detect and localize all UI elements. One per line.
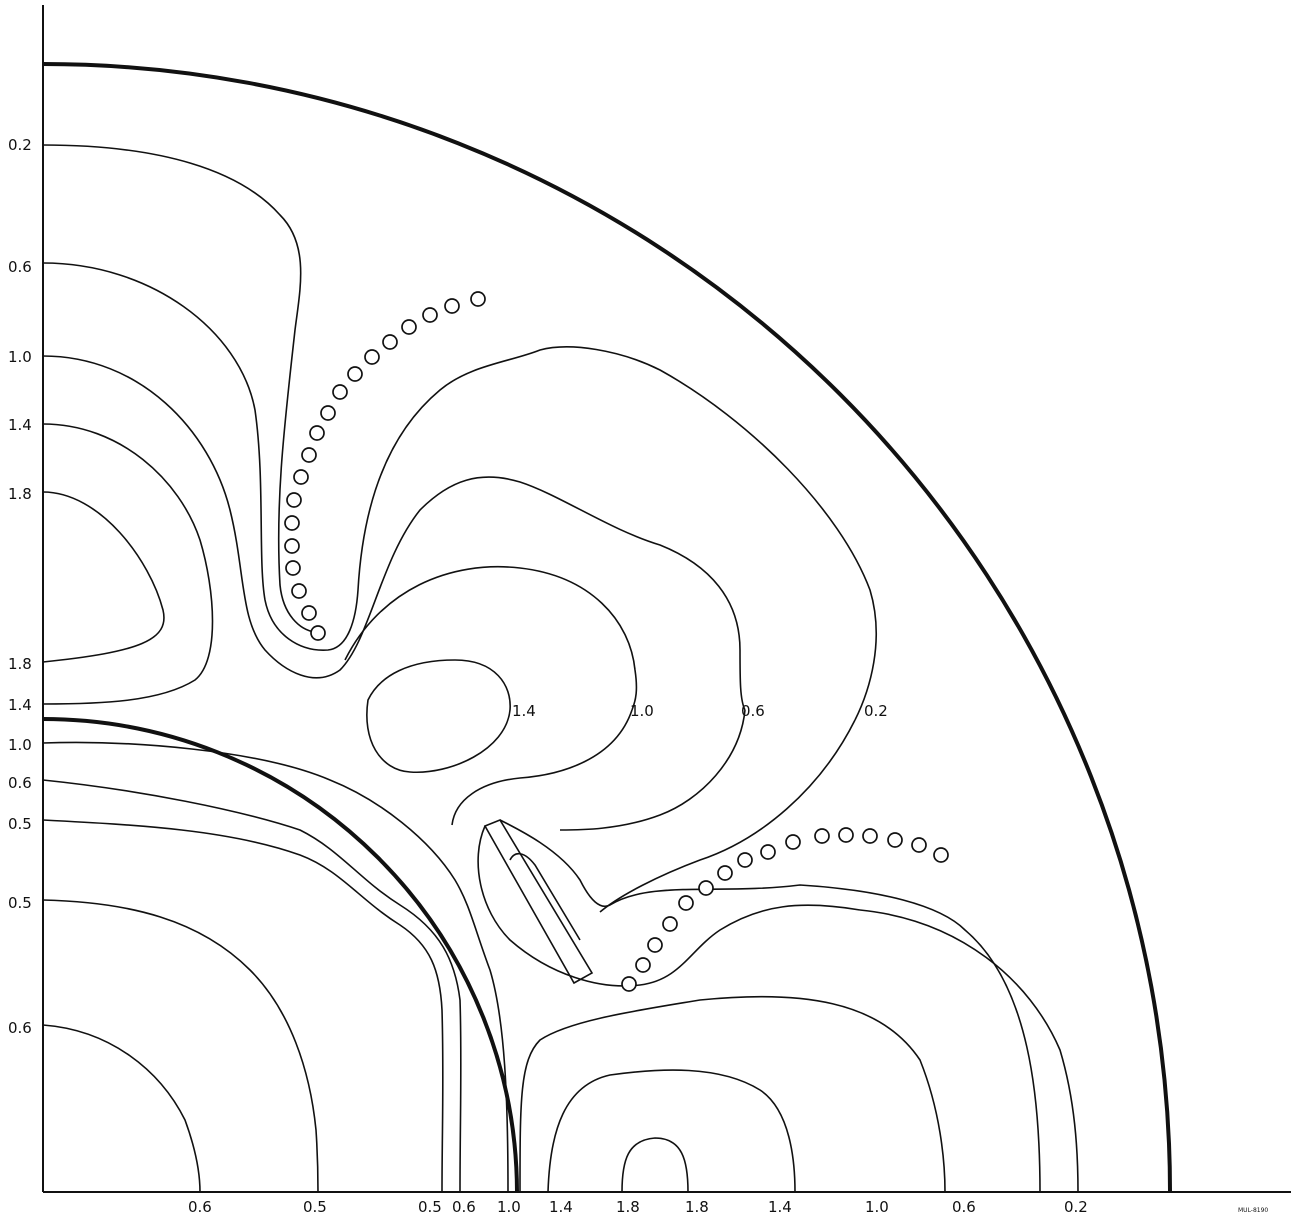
contour-0.6-bottom <box>859 909 1079 1193</box>
left-label: 1.0 <box>8 348 32 366</box>
plate <box>483 819 594 985</box>
left-label: 1.0 <box>8 736 32 754</box>
bottom-label: 0.5 <box>303 1198 327 1216</box>
contour-1.4-island <box>366 659 511 773</box>
contour-1.0-bottom <box>519 995 946 1193</box>
contour-plate-loop <box>477 825 861 987</box>
left-label: 1.8 <box>8 485 32 503</box>
contour-1.8-bottom <box>621 1137 689 1193</box>
inline-label: 1.4 <box>512 702 536 720</box>
bottom-label: 0.6 <box>952 1198 976 1216</box>
bottom-label: 1.4 <box>768 1198 792 1216</box>
contour-0.6-lower-corner <box>42 1024 201 1193</box>
inline-label: 0.6 <box>741 702 765 720</box>
contour-1.0-lower <box>42 741 509 1193</box>
left-label: 1.8 <box>8 655 32 673</box>
contour-0.2-middle <box>599 719 856 913</box>
contour-1.0-upper <box>42 355 746 711</box>
inline-contour-labels: 1.4 1.0 0.6 0.2 <box>512 702 888 720</box>
bottom-label: 1.0 <box>865 1198 889 1216</box>
corner-code: MUL-8190 <box>1238 1207 1268 1214</box>
contour-1.4-bottom <box>547 1069 796 1193</box>
left-label: 0.6 <box>8 1019 32 1037</box>
contour-1.4-inner-arc <box>344 566 638 711</box>
outer-boundary-arc <box>42 62 1173 1193</box>
left-label: 0.5 <box>8 815 32 833</box>
bottom-label: 0.5 <box>418 1198 442 1216</box>
contour-0.6-middle <box>559 709 746 831</box>
contour-0.5-lower-a <box>42 819 444 1193</box>
upper-circle-markers <box>284 291 486 641</box>
contour-0.2-upper <box>42 144 316 633</box>
bottom-label: 1.0 <box>497 1198 521 1216</box>
bottom-label: 1.8 <box>685 1198 709 1216</box>
contour-1.4-upper <box>42 423 214 705</box>
left-label: 0.2 <box>8 136 32 154</box>
left-label: 0.5 <box>8 894 32 912</box>
inline-label: 0.2 <box>864 702 888 720</box>
bottom-label: 0.2 <box>1064 1198 1088 1216</box>
plate-inner-contour <box>509 852 581 941</box>
bottom-label: 0.6 <box>452 1198 476 1216</box>
bottom-label: 1.4 <box>549 1198 573 1216</box>
left-label: 1.4 <box>8 416 32 434</box>
contour-0.6-upper <box>42 262 877 721</box>
left-label: 1.4 <box>8 696 32 714</box>
contour-1.0-middle <box>451 709 633 826</box>
bottom-label: 1.8 <box>616 1198 640 1216</box>
lower-circle-markers <box>621 827 949 992</box>
left-label: 0.6 <box>8 258 32 276</box>
contour-1.8-upper <box>42 491 165 663</box>
bottom-axis-labels: 0.6 0.5 0.5 0.6 1.0 1.4 1.8 1.8 1.4 1.0 … <box>188 1198 1088 1216</box>
contour-0.6-lower <box>42 779 462 1193</box>
inline-label: 1.0 <box>630 702 654 720</box>
contour-around-plate <box>499 819 1041 1193</box>
contour-0.5-lower-b <box>42 899 319 1193</box>
left-axis-labels: 0.2 0.6 1.0 1.4 1.8 1.8 1.4 1.0 0.6 0.5 … <box>8 136 32 1037</box>
inner-boundary-arc <box>42 717 519 1193</box>
left-label: 0.6 <box>8 774 32 792</box>
bottom-label: 0.6 <box>188 1198 212 1216</box>
